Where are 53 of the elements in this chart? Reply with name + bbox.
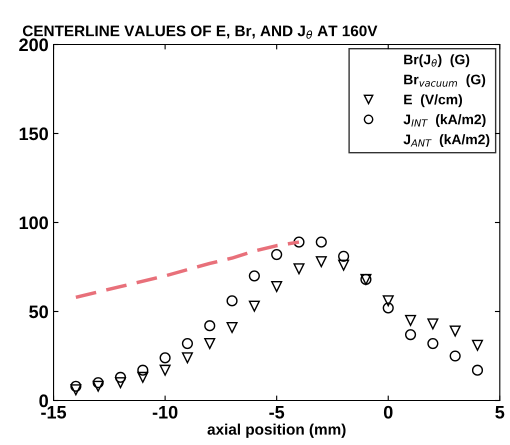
chart-title: CENTERLINE VALUES OF E, Br, AND J$_{θ}$ AT 160V xyxy=(22,25,378,39)
point xyxy=(404,329,416,340)
point xyxy=(137,364,148,376)
point xyxy=(114,372,126,383)
y-tick-label: 200 xyxy=(19,38,48,52)
point xyxy=(160,364,171,376)
point xyxy=(137,372,148,383)
point xyxy=(427,318,438,330)
point xyxy=(316,256,327,268)
x-tick-label: -5 xyxy=(269,406,284,419)
legend-label: J$_{INT}$ (kA/m2) xyxy=(403,114,486,128)
y-tick-label: 100 xyxy=(20,216,48,230)
point xyxy=(271,281,282,292)
point xyxy=(226,295,238,306)
point xyxy=(70,384,82,396)
point xyxy=(248,270,260,282)
point xyxy=(382,302,394,314)
point xyxy=(114,377,126,388)
x-tick-label: -15 xyxy=(41,406,66,419)
point xyxy=(316,236,327,248)
x-tick-label: -10 xyxy=(152,406,178,419)
point xyxy=(472,340,484,351)
x-tick-label: 0 xyxy=(384,406,393,419)
point xyxy=(92,380,104,392)
point xyxy=(204,338,216,350)
point xyxy=(248,300,260,312)
point xyxy=(70,380,82,392)
point xyxy=(92,377,104,388)
y-tick-label: 150 xyxy=(20,127,48,140)
point xyxy=(427,338,438,350)
legend-label: Br$_{vacuum}$ (G) xyxy=(404,74,486,88)
point xyxy=(472,364,484,376)
point xyxy=(338,250,350,262)
legend-label: Br(J$_{θ}$) (G) xyxy=(404,54,470,68)
x-axis-title: axial position (mm) xyxy=(208,424,346,438)
point xyxy=(226,322,238,334)
point xyxy=(450,350,461,362)
point xyxy=(271,248,282,260)
point xyxy=(293,236,305,248)
point xyxy=(204,320,216,332)
point xyxy=(182,352,193,364)
point xyxy=(450,326,461,337)
x-tick-label: 5 xyxy=(495,406,504,419)
point xyxy=(338,260,350,271)
y-tick-label: 50 xyxy=(29,305,48,318)
y-tick-label: 0 xyxy=(39,394,48,408)
legend-label: E (V/cm) xyxy=(404,94,462,108)
point xyxy=(182,338,193,350)
point xyxy=(404,314,416,326)
point xyxy=(160,352,171,364)
legend-label: J$_{ANT}$ (kA/m2) xyxy=(403,134,490,148)
point xyxy=(382,295,394,306)
point xyxy=(293,263,305,274)
